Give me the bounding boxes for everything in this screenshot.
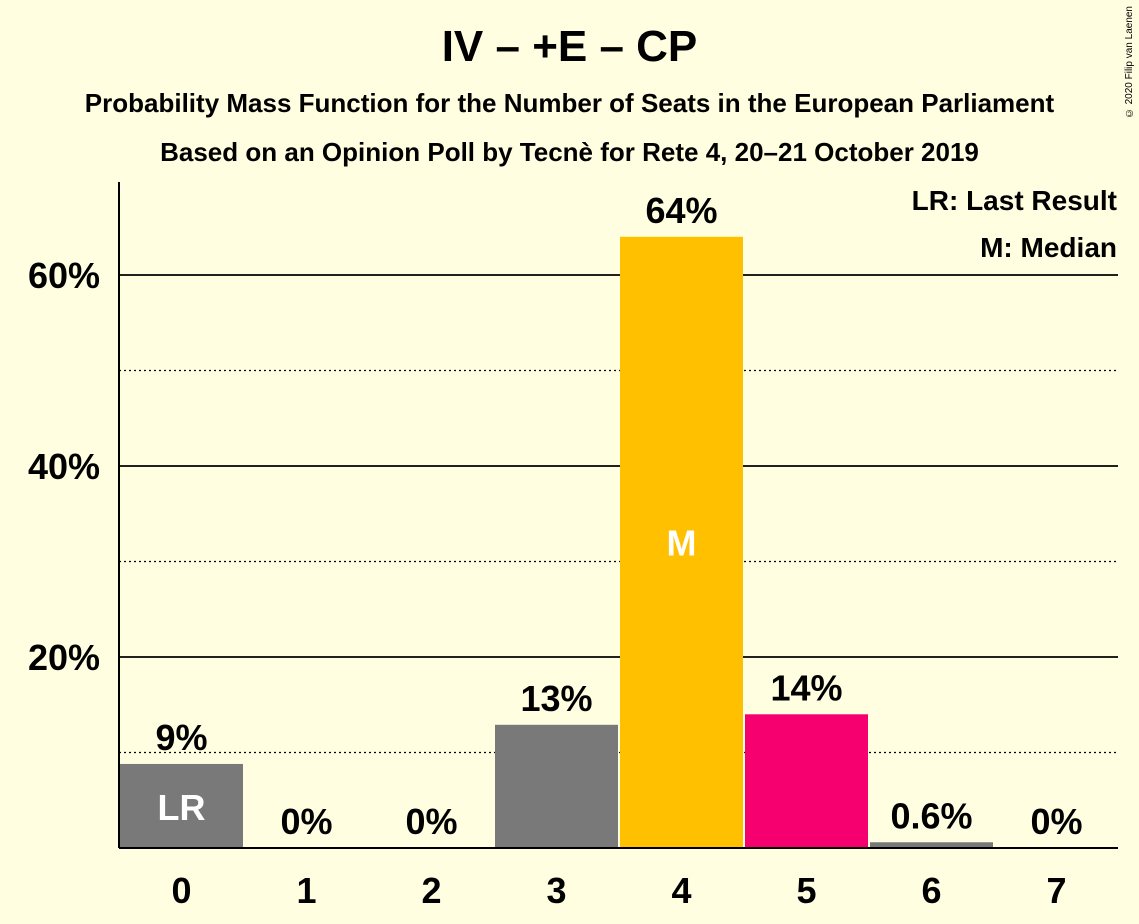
bar-3: [495, 724, 618, 848]
x-tick-label: 5: [796, 870, 816, 911]
data-label-7: 0%: [1030, 801, 1082, 842]
x-tick-label: 6: [921, 870, 941, 911]
legend-median: M: Median: [980, 232, 1117, 263]
inner-label-0: LR: [158, 787, 206, 828]
data-label-1: 0%: [280, 801, 332, 842]
gridlines: [119, 179, 1118, 754]
chart-title: IV – +E – CP: [441, 22, 698, 71]
data-label-3: 13%: [520, 678, 592, 719]
data-label-5: 14%: [770, 667, 842, 708]
data-label-2: 0%: [405, 801, 457, 842]
x-tick-label: 3: [546, 870, 566, 911]
chart-subtitle-2: Based on an Opinion Poll by Tecnè for Re…: [160, 137, 979, 167]
inner-label-4: M: [667, 522, 697, 563]
bar-4: [620, 236, 743, 849]
x-tick-label: 0: [171, 870, 191, 911]
y-tick-label: 40%: [28, 446, 100, 487]
data-label-6: 0.6%: [890, 795, 972, 836]
legend-last-result: LR: Last Result: [912, 185, 1117, 216]
x-tick-label: 2: [421, 870, 441, 911]
bar-6: [870, 842, 993, 848]
chart-subtitle-1: Probability Mass Function for the Number…: [84, 88, 1055, 118]
y-tick-label: 20%: [28, 637, 100, 678]
bars: 9% LR 0% 0% 13% 64% M 14% 0.6% 0%: [120, 190, 1083, 849]
y-tick-label: 60%: [28, 255, 100, 296]
x-tick-label: 7: [1046, 870, 1066, 911]
bar-0: [120, 763, 243, 848]
axes: 20% 40% 60% 0 1 2 3 4 5 6 7: [28, 182, 1118, 911]
data-label-4: 64%: [645, 190, 717, 231]
data-label-0: 9%: [155, 717, 207, 758]
bar-5: [745, 714, 868, 848]
x-tick-label: 4: [671, 870, 691, 911]
label-background: [618, 179, 745, 237]
x-tick-label: 1: [296, 870, 316, 911]
